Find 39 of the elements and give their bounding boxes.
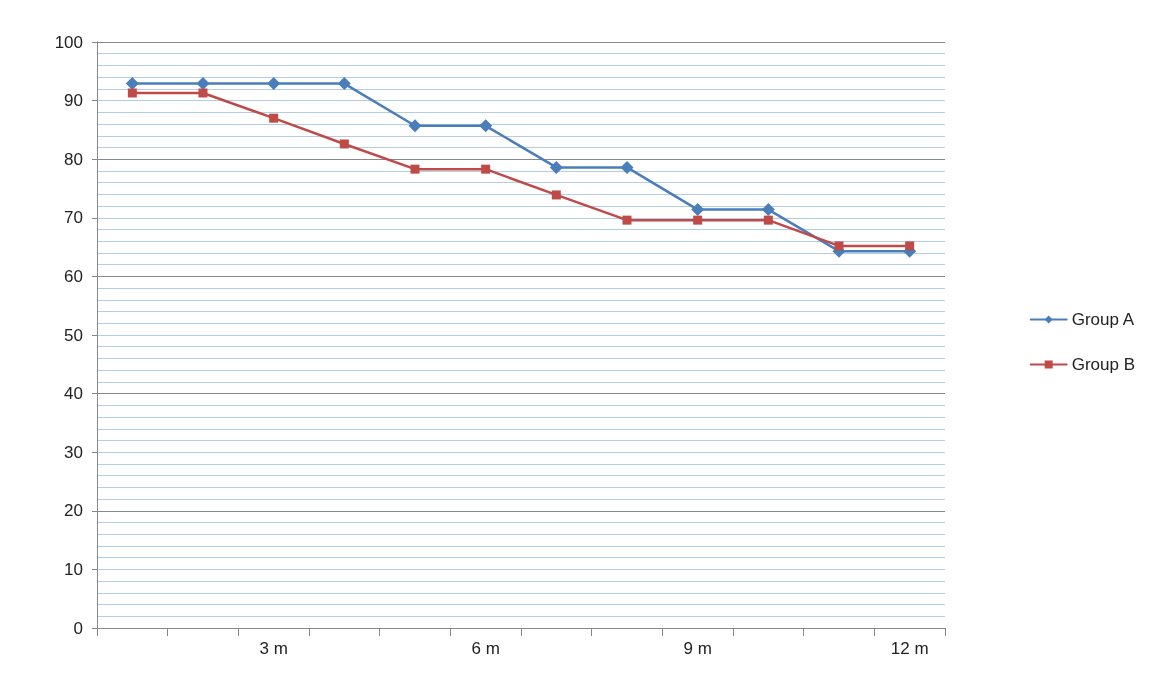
point [269,113,279,123]
point [408,119,422,133]
point [479,119,493,133]
y-tick-label: 10 [64,559,83,579]
y-tick-label: 60 [64,266,83,286]
point [905,241,915,251]
y-tick-label: 90 [64,91,83,111]
point [761,203,775,217]
point [549,160,563,174]
x-tick-label: 6 m [471,639,500,658]
y-tick-label: 20 [64,501,83,521]
y-tick-label: 40 [64,384,83,404]
point [691,203,705,217]
point [622,215,632,225]
y-tick-label: 100 [54,32,83,52]
y-tick-label: 0 [73,618,83,638]
point [267,77,281,91]
point [196,77,210,91]
x-tick-label: 12 m [890,639,929,658]
point [620,160,634,174]
point [481,164,491,174]
point [125,77,139,91]
y-tick-label: 80 [64,149,83,169]
point [339,139,349,149]
point [410,164,420,174]
point [693,215,703,225]
point [551,190,561,200]
point [127,88,137,98]
x-tick-label: 3 m [259,639,288,658]
x-tick-label: 9 m [683,639,712,658]
y-tick-label: 70 [64,208,83,228]
legend-label: Group A [1071,310,1135,329]
y-tick-label: 50 [64,325,83,345]
point [337,77,351,91]
point [834,241,844,251]
legend-label: Group B [1071,355,1135,374]
point [198,88,208,98]
point [763,215,773,225]
y-tick-label: 30 [64,442,83,462]
